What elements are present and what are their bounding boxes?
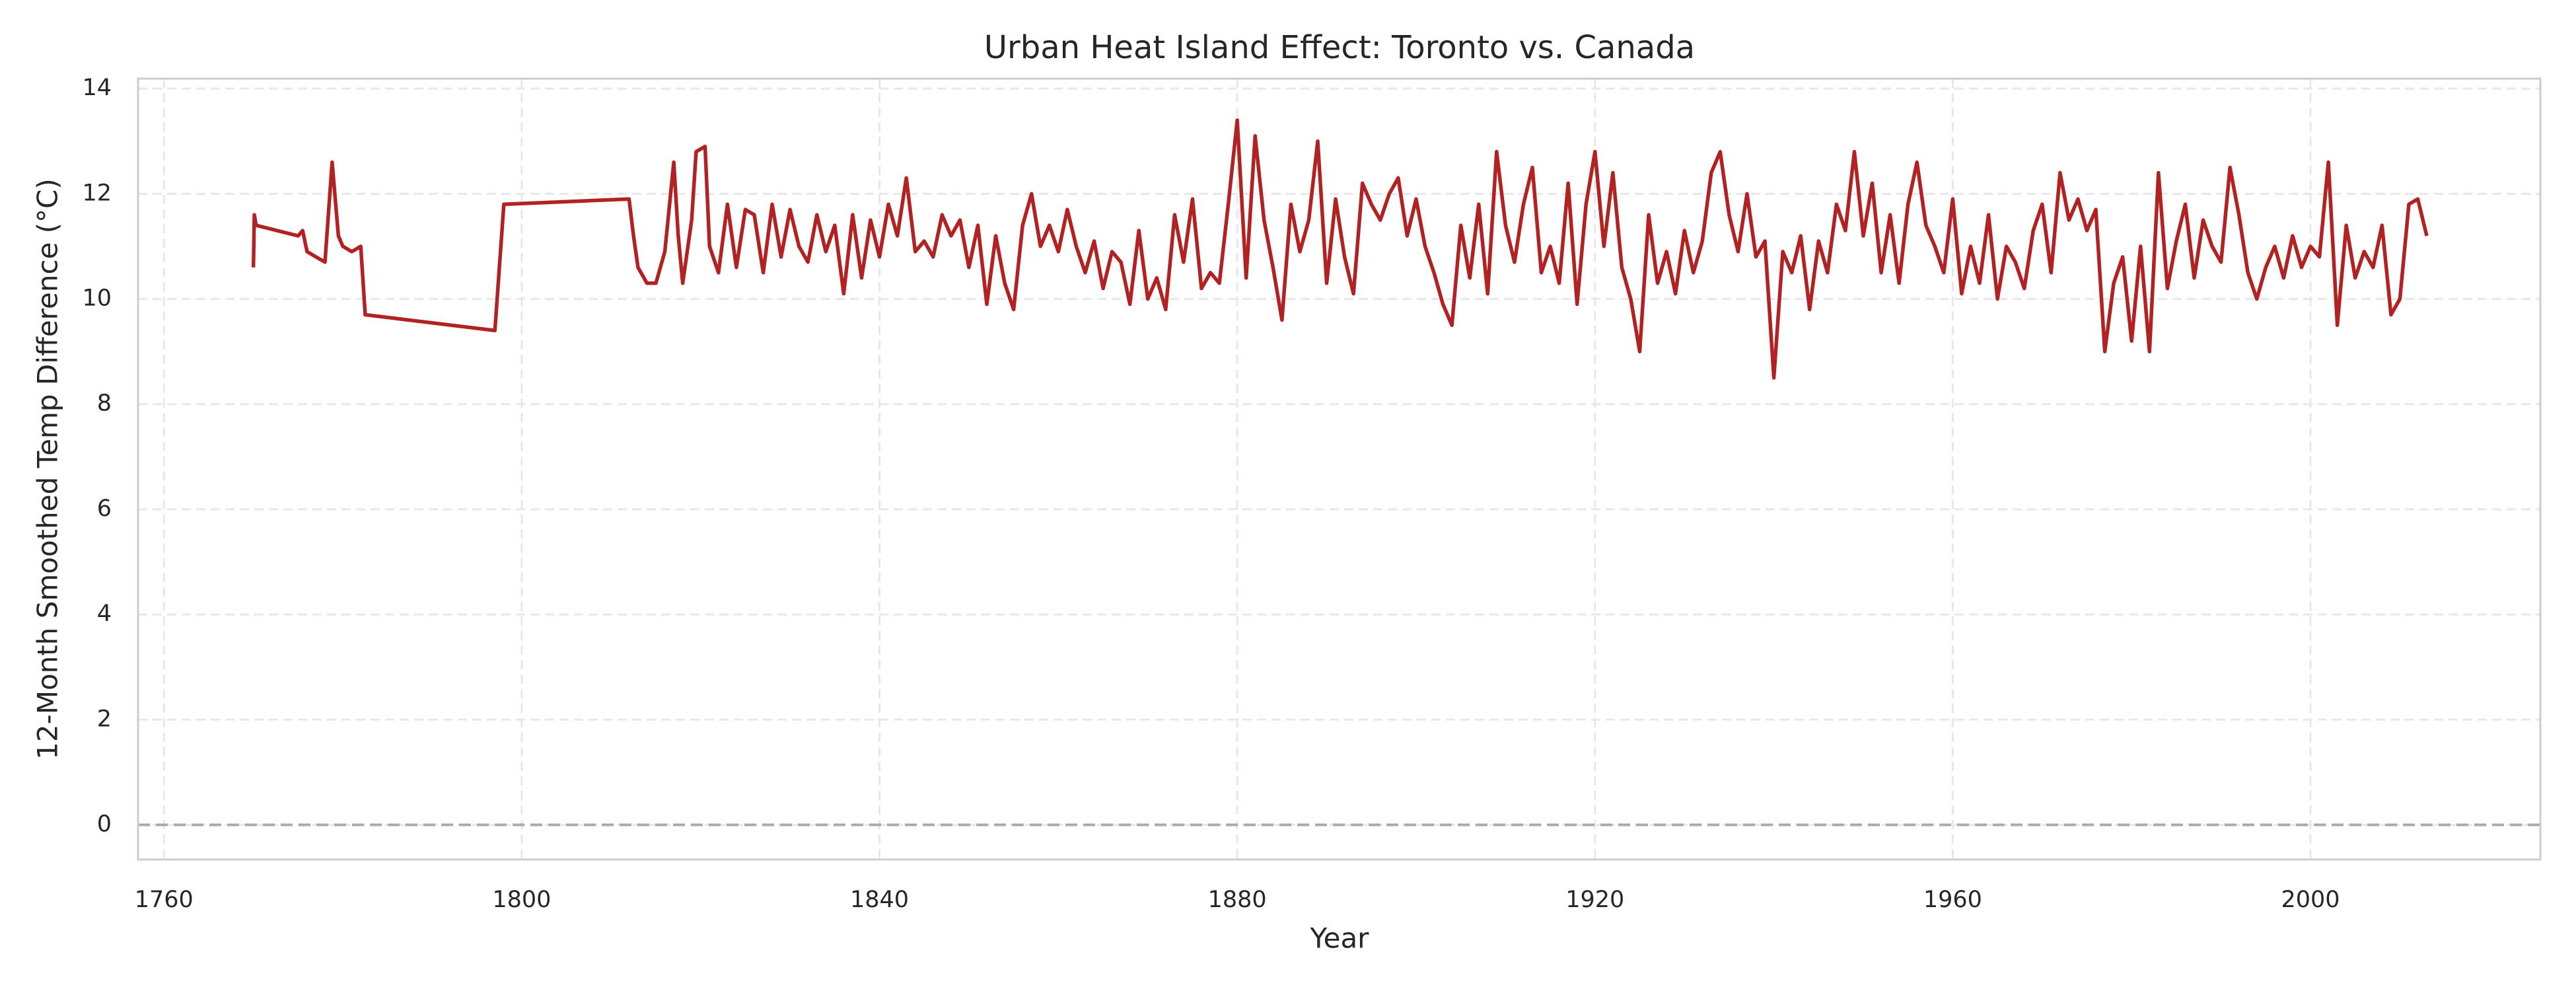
- y-tick-label: 4: [97, 601, 112, 627]
- y-tick-label: 8: [97, 390, 112, 417]
- x-tick-label: 1960: [1923, 887, 1982, 913]
- y-tick-label: 2: [97, 706, 112, 732]
- y-axis-label: 12-Month Smoothed Temp Difference (°C): [32, 178, 64, 760]
- chart-title: Urban Heat Island Effect: Toronto vs. Ca…: [984, 29, 1695, 66]
- x-tick-label: 1760: [135, 887, 194, 913]
- plot-frame: [137, 77, 2542, 861]
- y-tick-label: 10: [82, 285, 112, 312]
- y-tick-label: 12: [82, 180, 112, 206]
- x-tick-label: 2000: [2281, 887, 2340, 913]
- x-axis-label: Year: [1310, 922, 1370, 955]
- data-line: [251, 118, 2429, 380]
- x-tick-label: 1880: [1208, 887, 1267, 913]
- x-tick-label: 1920: [1565, 887, 1624, 913]
- y-tick-label: 14: [82, 75, 112, 101]
- y-tick-label: 6: [97, 495, 112, 522]
- y-tick-label: 0: [97, 811, 112, 837]
- x-tick-label: 1800: [492, 887, 551, 913]
- x-tick-label: 1840: [850, 887, 909, 913]
